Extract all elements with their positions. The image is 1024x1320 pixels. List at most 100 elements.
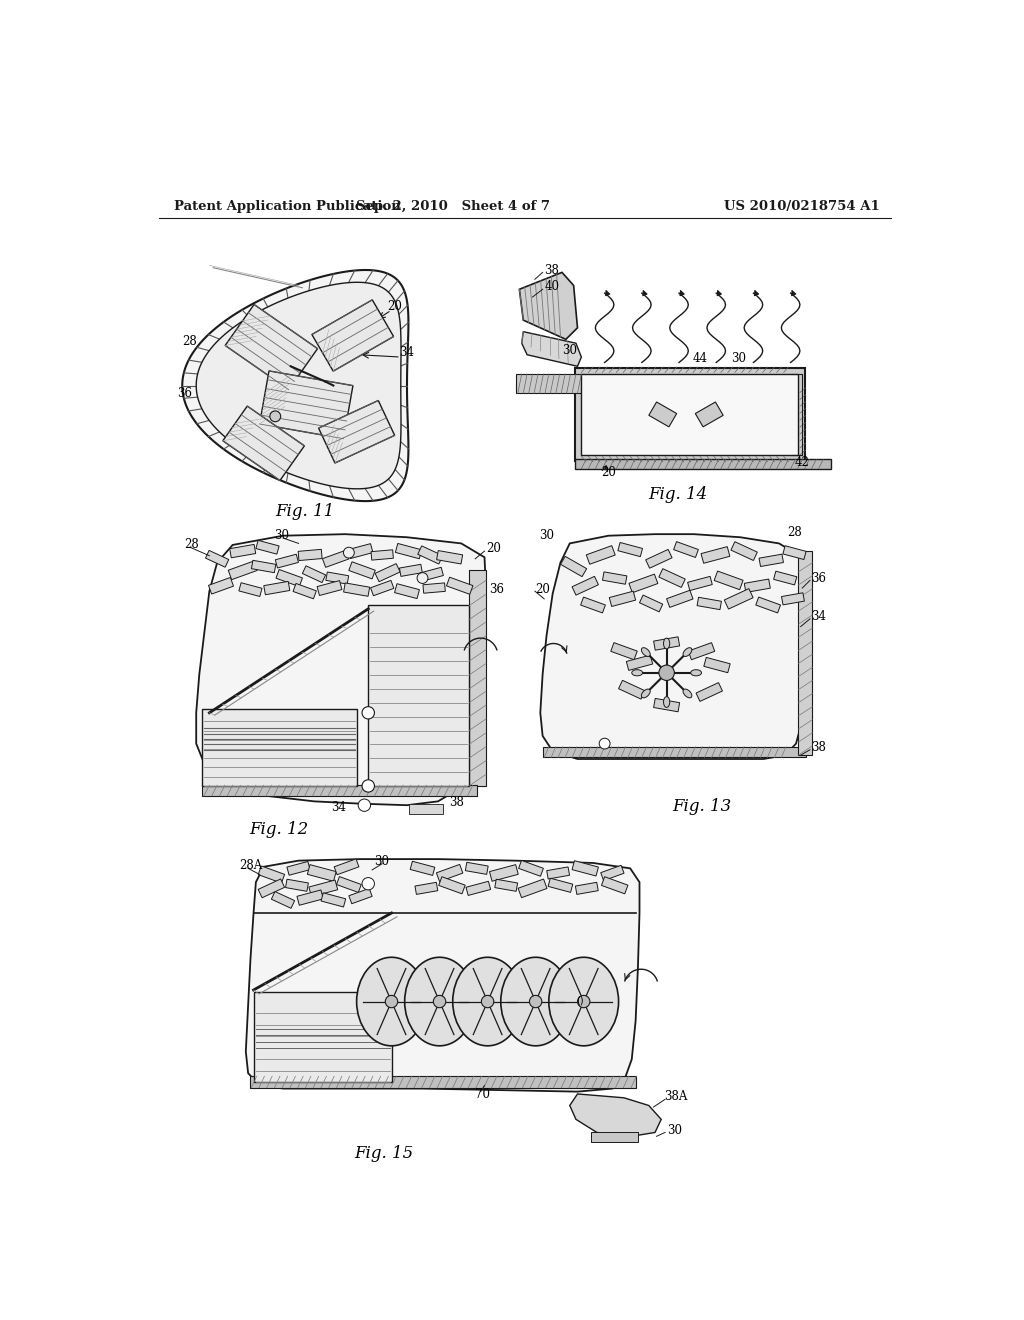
Polygon shape	[399, 565, 422, 577]
Bar	[799, 552, 812, 755]
Polygon shape	[438, 876, 465, 894]
Polygon shape	[781, 593, 805, 605]
Polygon shape	[309, 880, 338, 896]
Polygon shape	[646, 549, 672, 568]
Text: 28: 28	[183, 539, 199, 552]
Polygon shape	[518, 879, 547, 898]
Text: 44: 44	[692, 352, 708, 366]
Text: 28: 28	[786, 527, 802, 539]
Polygon shape	[572, 577, 598, 595]
Circle shape	[270, 411, 281, 422]
Polygon shape	[495, 879, 517, 891]
Polygon shape	[519, 272, 578, 339]
Bar	[250, 1076, 636, 1088]
Polygon shape	[541, 535, 809, 759]
Polygon shape	[293, 583, 316, 599]
Polygon shape	[703, 657, 730, 673]
Polygon shape	[258, 879, 285, 898]
Polygon shape	[575, 882, 598, 895]
Circle shape	[481, 995, 494, 1007]
Ellipse shape	[641, 689, 650, 698]
Polygon shape	[394, 583, 420, 598]
Text: 38: 38	[544, 264, 559, 277]
Polygon shape	[348, 544, 373, 558]
Polygon shape	[587, 545, 615, 564]
Circle shape	[362, 706, 375, 719]
Polygon shape	[252, 560, 275, 573]
Polygon shape	[489, 865, 518, 882]
Bar	[649, 403, 677, 426]
Polygon shape	[618, 680, 645, 700]
Polygon shape	[521, 331, 582, 367]
Text: Fig. 12: Fig. 12	[250, 821, 309, 838]
Polygon shape	[395, 544, 422, 558]
Polygon shape	[323, 550, 349, 568]
Text: US 2010/0218754 A1: US 2010/0218754 A1	[724, 199, 880, 213]
Polygon shape	[696, 682, 723, 701]
Polygon shape	[658, 569, 685, 587]
Polygon shape	[466, 882, 490, 895]
Polygon shape	[239, 582, 262, 597]
Circle shape	[358, 799, 371, 812]
Polygon shape	[759, 554, 783, 566]
Polygon shape	[264, 581, 290, 595]
Polygon shape	[423, 583, 445, 593]
Polygon shape	[518, 861, 544, 876]
Polygon shape	[569, 1094, 662, 1137]
Polygon shape	[653, 698, 680, 711]
Ellipse shape	[453, 957, 522, 1045]
Circle shape	[417, 573, 428, 583]
Text: 20: 20	[486, 541, 501, 554]
Polygon shape	[701, 546, 730, 564]
Polygon shape	[773, 572, 797, 585]
Polygon shape	[371, 550, 393, 560]
Polygon shape	[436, 550, 463, 564]
Polygon shape	[275, 569, 302, 586]
Text: Sep. 2, 2010   Sheet 4 of 7: Sep. 2, 2010 Sheet 4 of 7	[356, 199, 551, 213]
Text: 34: 34	[399, 346, 415, 359]
Polygon shape	[415, 882, 438, 895]
Polygon shape	[610, 643, 637, 660]
Polygon shape	[653, 636, 680, 651]
Text: 20: 20	[388, 300, 402, 313]
Ellipse shape	[404, 957, 474, 1045]
Polygon shape	[223, 407, 304, 480]
Text: Fig. 15: Fig. 15	[354, 1144, 414, 1162]
Polygon shape	[640, 595, 663, 612]
Polygon shape	[206, 550, 228, 568]
Polygon shape	[298, 549, 323, 561]
Text: 34: 34	[812, 610, 826, 623]
Circle shape	[658, 665, 675, 681]
Text: 20: 20	[601, 466, 615, 479]
Bar	[575, 368, 805, 461]
Polygon shape	[334, 859, 359, 875]
Polygon shape	[349, 888, 372, 904]
Polygon shape	[674, 541, 698, 557]
Polygon shape	[581, 597, 605, 612]
Polygon shape	[731, 541, 758, 561]
Polygon shape	[548, 878, 572, 892]
Bar	[469, 570, 486, 785]
Polygon shape	[688, 643, 715, 660]
Polygon shape	[275, 554, 298, 568]
Bar	[695, 403, 723, 426]
Text: 30: 30	[273, 529, 289, 543]
Text: 36: 36	[812, 572, 826, 585]
Text: 30: 30	[562, 345, 577, 358]
Text: 40: 40	[544, 280, 559, 293]
Polygon shape	[371, 581, 394, 595]
Bar	[254, 991, 391, 1082]
Ellipse shape	[664, 697, 670, 708]
Polygon shape	[667, 590, 693, 607]
Polygon shape	[307, 865, 336, 882]
Circle shape	[599, 738, 610, 748]
Ellipse shape	[664, 638, 670, 649]
Polygon shape	[411, 861, 435, 875]
Polygon shape	[617, 543, 642, 557]
Circle shape	[362, 878, 375, 890]
Text: Fig. 14: Fig. 14	[648, 486, 708, 503]
Polygon shape	[465, 862, 488, 874]
Polygon shape	[697, 597, 722, 610]
Polygon shape	[197, 535, 486, 805]
Text: 38A: 38A	[665, 1090, 688, 1102]
